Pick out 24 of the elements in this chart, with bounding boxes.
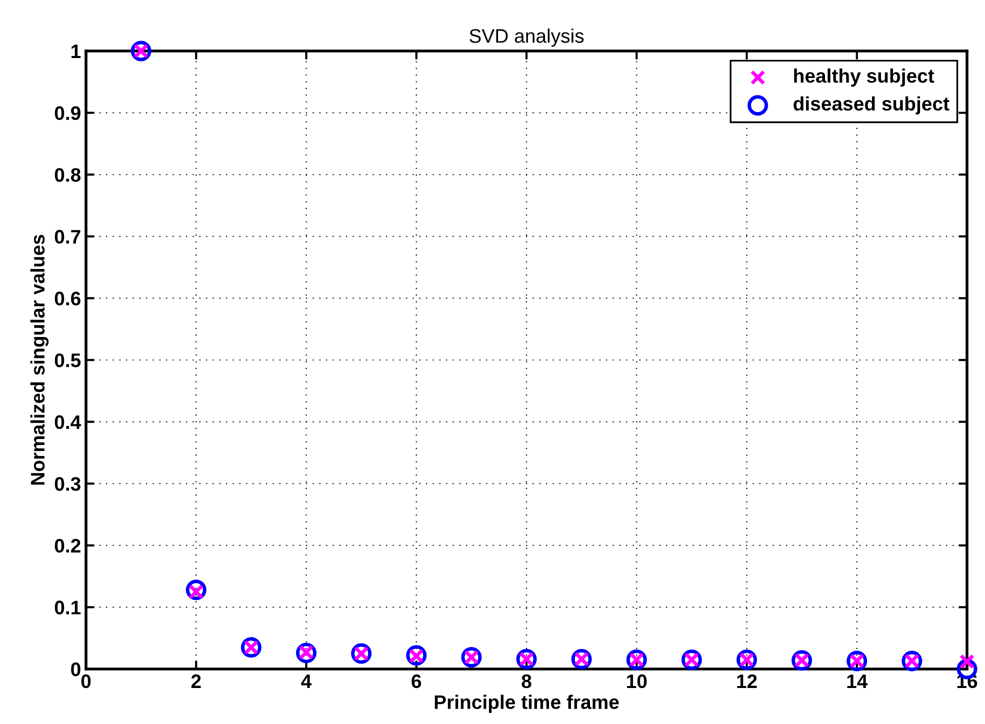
x-tick-label: 4	[301, 674, 312, 688]
y-tick-label: 0.5	[54, 353, 81, 368]
x-tick-label: 6	[412, 674, 422, 688]
x-axis-title: Principle time frame	[434, 694, 619, 713]
x-tick-label: 0	[81, 674, 91, 688]
y-tick-label: 0.2	[54, 538, 80, 553]
x-tick-label: 14	[847, 674, 868, 688]
chart-title: SVD analysis	[470, 28, 584, 47]
y-tick-label: 0.4	[54, 415, 82, 430]
y-tick-label: 1	[72, 44, 81, 58]
y-tick-label: 0.7	[54, 230, 80, 244]
y-tick-label: 0.8	[54, 168, 81, 182]
x-tick-label: 12	[737, 674, 757, 688]
y-tick-label: 0.9	[54, 106, 80, 120]
y-tick-label: 0.3	[54, 477, 80, 491]
legend-label: healthy subject	[794, 68, 934, 87]
y-axis-title: Normalized singular values	[30, 234, 49, 485]
x-tick-label: 10	[627, 674, 647, 688]
x-tick-label: 8	[522, 674, 532, 688]
y-tick-label: 0.6	[54, 292, 80, 306]
legend-label: diseased subject	[794, 96, 950, 114]
x-tick-label: 2	[191, 674, 201, 688]
y-tick-label: 0	[71, 662, 80, 676]
y-tick-label: 0.1	[54, 600, 81, 614]
